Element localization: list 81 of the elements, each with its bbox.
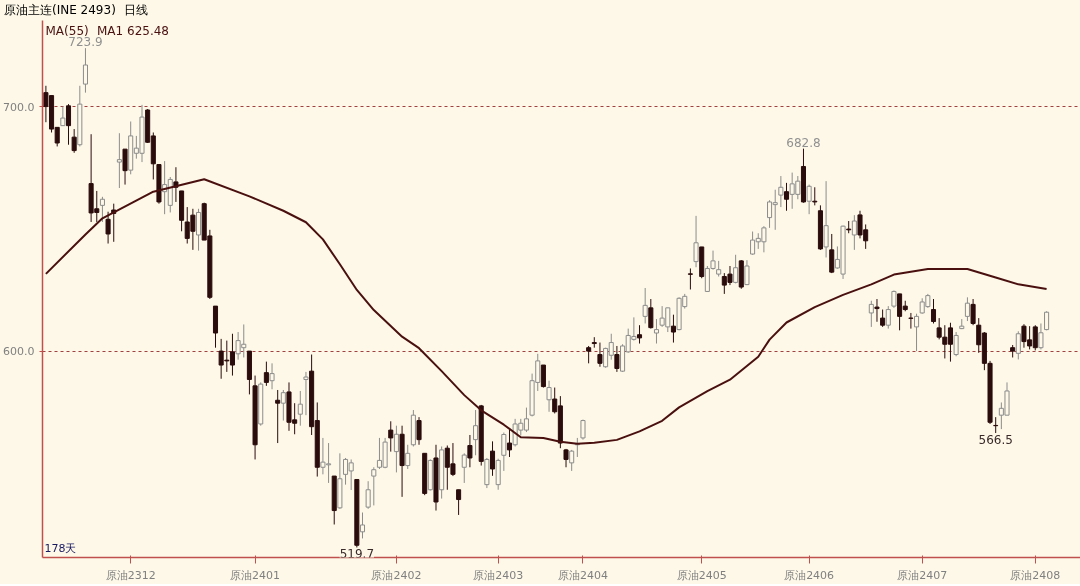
y-tick-label: 600.0	[3, 345, 35, 359]
candlestick	[303, 371, 309, 416]
candlestick	[636, 324, 643, 345]
candlestick	[653, 318, 660, 345]
candlestick	[687, 267, 693, 290]
candlestick	[501, 432, 507, 472]
candlestick	[263, 361, 269, 387]
candlestick	[597, 342, 603, 368]
candlestick	[388, 420, 394, 453]
candlestick	[670, 314, 676, 344]
candlestick	[993, 416, 999, 434]
candlestick	[371, 466, 377, 506]
candlestick	[297, 390, 303, 427]
candlestick	[456, 489, 462, 516]
annotation: 178天	[44, 541, 77, 555]
candlestick	[60, 106, 66, 127]
candlestick	[964, 296, 970, 322]
candlestick	[851, 214, 857, 251]
candlestick	[885, 305, 891, 330]
candlestick	[65, 103, 72, 146]
candlestick	[914, 313, 920, 352]
x-tick-label: 原油2401	[230, 568, 281, 582]
candlestick	[116, 132, 122, 189]
candlestick	[783, 182, 790, 212]
candlestick	[778, 175, 784, 208]
candlestick	[546, 380, 552, 413]
candlestick	[122, 148, 128, 186]
candlestick	[693, 215, 699, 268]
candlestick	[733, 254, 739, 284]
x-tick-label: 原油2404	[557, 568, 608, 582]
text: MA1 625.48	[97, 24, 169, 38]
candlestick	[275, 389, 281, 444]
x-tick-label: 原油2408	[1010, 568, 1061, 582]
candlestick	[930, 298, 937, 324]
candlestick	[393, 425, 399, 473]
chart-subtitle: 日线	[123, 2, 148, 19]
candlestick	[874, 298, 880, 323]
candlestick	[540, 364, 546, 389]
candlestick	[1015, 330, 1021, 360]
candlestick	[812, 186, 818, 206]
candlestick	[405, 444, 411, 470]
candlestick	[489, 440, 496, 477]
candlestick	[506, 428, 513, 458]
candlestick	[642, 287, 648, 324]
x-tick-label: 原油2403	[473, 568, 524, 582]
annotation: 566.5	[978, 433, 1013, 448]
x-tick-label: 原油2405	[676, 568, 727, 582]
x-tick-label: 原油2402	[371, 568, 422, 582]
candlestick	[868, 300, 874, 328]
candlestick	[473, 409, 479, 456]
candlestick	[416, 416, 422, 446]
candlestick	[823, 180, 829, 258]
candlestick	[99, 196, 105, 223]
candlestick	[365, 480, 371, 510]
candlestick	[196, 208, 202, 252]
candlestick	[614, 345, 620, 373]
candlestick	[970, 298, 976, 326]
candlestick	[269, 362, 275, 390]
candlestick	[744, 259, 750, 286]
annotation: 682.8	[786, 135, 821, 150]
candlestick	[359, 512, 366, 539]
candlestick	[461, 452, 467, 484]
candlestick	[105, 211, 111, 245]
candlestick	[1038, 322, 1044, 350]
candlestick	[953, 331, 959, 357]
candlestick	[71, 128, 77, 154]
line-series	[44, 178, 1048, 445]
candlestick	[829, 233, 835, 274]
candlestick	[908, 312, 914, 330]
x-tick-label: 原油2406	[784, 568, 835, 582]
candlestick	[82, 47, 88, 94]
x-tick-label: 原油2407	[897, 568, 948, 582]
x-tick-label: 原油2312	[105, 568, 156, 582]
annotation: 723.9	[68, 35, 103, 50]
candlestick	[280, 389, 286, 422]
chart-title: 原油主连(INE 2493)	[4, 2, 116, 19]
candlestick	[467, 434, 473, 468]
candlestick	[806, 184, 812, 215]
legend-title: MA(55)	[45, 23, 89, 38]
y-tick-label: 700.0	[3, 100, 35, 114]
candlestick	[648, 298, 654, 330]
